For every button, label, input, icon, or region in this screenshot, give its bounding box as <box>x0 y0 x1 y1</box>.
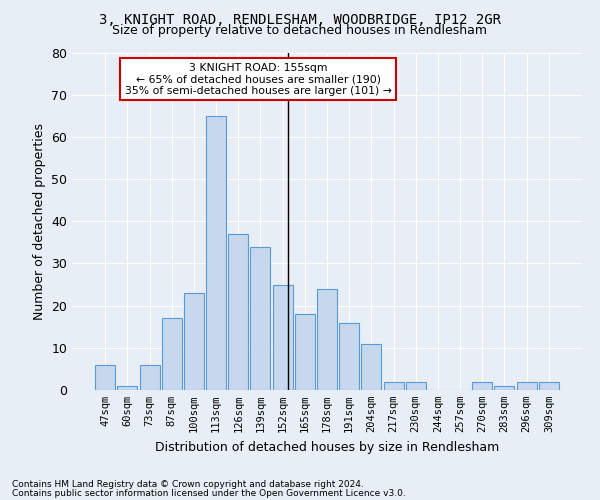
Bar <box>162 318 182 390</box>
Bar <box>494 386 514 390</box>
Bar <box>539 382 559 390</box>
Bar <box>406 382 426 390</box>
Bar <box>317 289 337 390</box>
Text: Size of property relative to detached houses in Rendlesham: Size of property relative to detached ho… <box>113 24 487 37</box>
Text: 3, KNIGHT ROAD, RENDLESHAM, WOODBRIDGE, IP12 2GR: 3, KNIGHT ROAD, RENDLESHAM, WOODBRIDGE, … <box>99 12 501 26</box>
Bar <box>206 116 226 390</box>
Bar <box>295 314 315 390</box>
Bar <box>118 386 137 390</box>
Bar <box>272 284 293 390</box>
Y-axis label: Number of detached properties: Number of detached properties <box>32 122 46 320</box>
Bar <box>383 382 404 390</box>
Bar <box>95 364 115 390</box>
Text: 3 KNIGHT ROAD: 155sqm
← 65% of detached houses are smaller (190)
35% of semi-det: 3 KNIGHT ROAD: 155sqm ← 65% of detached … <box>125 62 392 96</box>
Bar <box>339 322 359 390</box>
Bar <box>517 382 536 390</box>
Bar <box>361 344 382 390</box>
Bar <box>250 246 271 390</box>
Bar <box>472 382 492 390</box>
Text: Contains public sector information licensed under the Open Government Licence v3: Contains public sector information licen… <box>12 489 406 498</box>
Text: Contains HM Land Registry data © Crown copyright and database right 2024.: Contains HM Land Registry data © Crown c… <box>12 480 364 489</box>
Bar <box>184 293 204 390</box>
Bar <box>140 364 160 390</box>
Bar <box>228 234 248 390</box>
X-axis label: Distribution of detached houses by size in Rendlesham: Distribution of detached houses by size … <box>155 440 499 454</box>
